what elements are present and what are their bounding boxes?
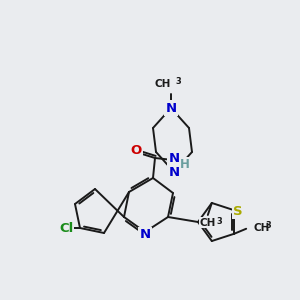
Text: O: O bbox=[130, 145, 142, 158]
Text: N: N bbox=[140, 229, 151, 242]
Text: 3: 3 bbox=[175, 77, 181, 86]
Text: N: N bbox=[168, 166, 180, 178]
Text: Cl: Cl bbox=[59, 221, 73, 235]
Text: 3: 3 bbox=[265, 221, 271, 230]
Text: N: N bbox=[168, 152, 180, 166]
Text: H: H bbox=[180, 158, 190, 170]
Text: CH: CH bbox=[154, 79, 171, 89]
Text: CH: CH bbox=[253, 223, 270, 233]
Text: N: N bbox=[165, 101, 177, 115]
Text: S: S bbox=[233, 205, 243, 218]
Text: CH: CH bbox=[200, 218, 216, 228]
Text: 3: 3 bbox=[217, 217, 223, 226]
